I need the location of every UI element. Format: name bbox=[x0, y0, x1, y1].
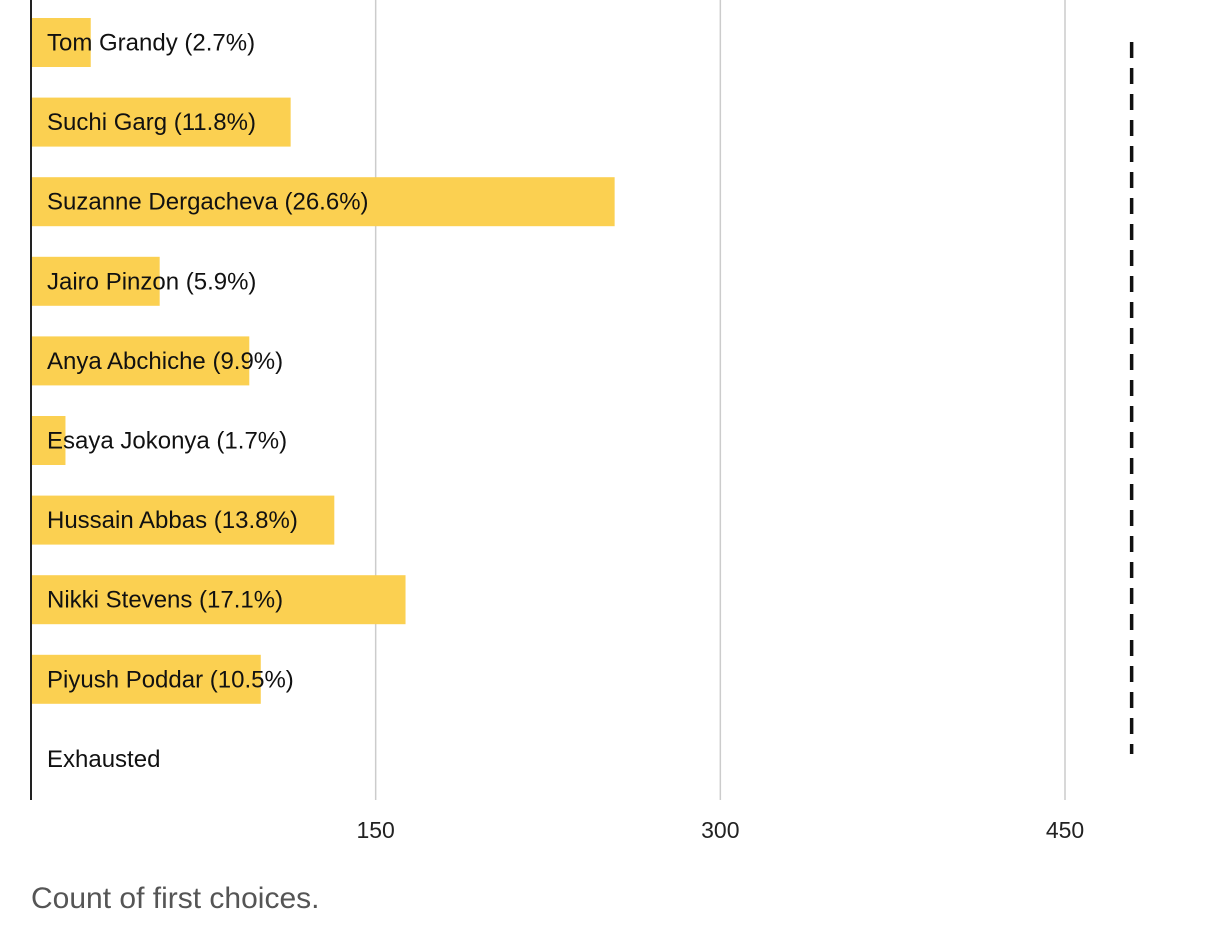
bar-label: Hussain Abbas (13.8%) bbox=[47, 507, 298, 534]
bar-label: Anya Abchiche (9.9%) bbox=[47, 348, 283, 375]
bar-label: Nikki Stevens (17.1%) bbox=[47, 587, 283, 614]
bar bbox=[31, 18, 91, 67]
bar-label: Exhausted bbox=[47, 746, 160, 773]
bar-label: Tom Grandy (2.7%) bbox=[47, 30, 255, 57]
gridlines bbox=[374, 0, 1066, 800]
bar bbox=[31, 495, 335, 545]
bar bbox=[31, 97, 291, 147]
chart-caption: Count of first choices. bbox=[31, 882, 320, 915]
bar-label: Jairo Pinzon (5.9%) bbox=[47, 268, 256, 295]
bars bbox=[31, 18, 615, 704]
bar bbox=[31, 256, 160, 306]
bar-label: Piyush Poddar (10.5%) bbox=[47, 666, 294, 693]
bar bbox=[31, 336, 250, 386]
x-axis-ticks: 150 300 450 bbox=[356, 817, 1084, 843]
bar-label: Suzanne Dergacheva (26.6%) bbox=[47, 189, 369, 216]
bar bbox=[31, 177, 615, 227]
bar bbox=[31, 575, 406, 625]
bar-label: Suchi Garg (11.8%) bbox=[47, 109, 256, 136]
x-tick-label: 450 bbox=[1046, 817, 1084, 843]
bar bbox=[31, 416, 66, 465]
bar bbox=[31, 654, 261, 704]
bar-labels: Tom Grandy (2.7%) Suchi Garg (11.8%) Suzan… bbox=[47, 30, 369, 773]
x-tick-label: 150 bbox=[356, 817, 394, 843]
bar-label: Esaya Jokonya (1.7%) bbox=[47, 428, 287, 455]
x-tick-label: 300 bbox=[701, 817, 739, 843]
